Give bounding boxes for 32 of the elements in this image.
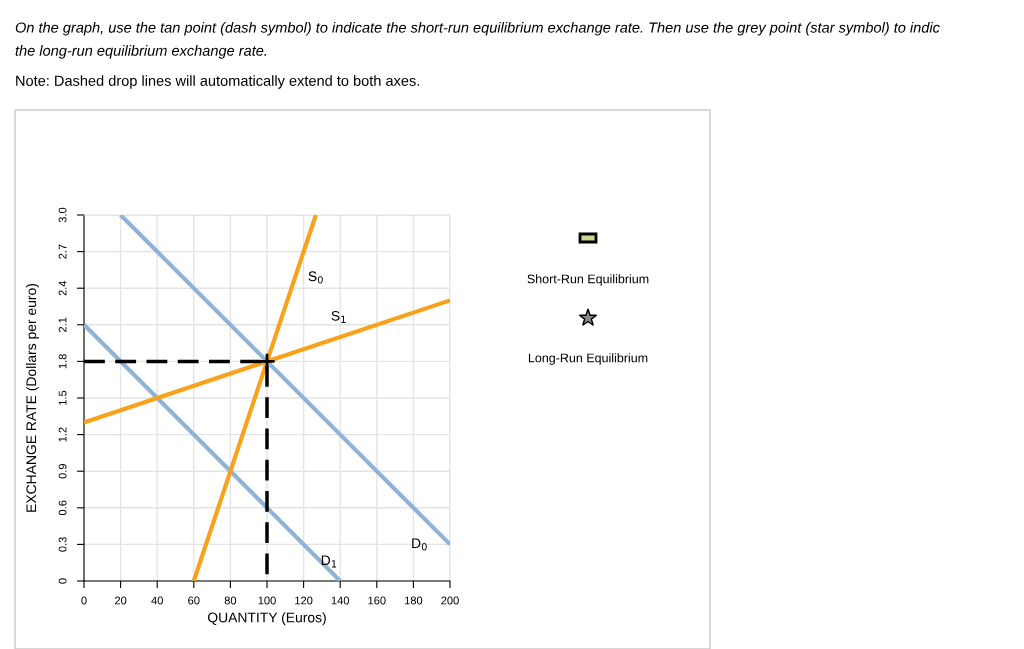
text: On the graph, use the tan point (dash symbol) to indicate the short-run equilibrium exchange rate. Then use the grey point (star symbol) to indic the long-run equilibrium exchange rate. xyxy=(15,22,940,59)
text: Long-Run Equilibrium xyxy=(528,353,648,365)
y-tick-label: 0.9 xyxy=(58,464,67,479)
y-tick-label: 2.4 xyxy=(58,280,67,296)
y-tick-label: 0 xyxy=(58,578,67,584)
y-axis-title: EXCHANGE RATE (Dollars per euro) xyxy=(25,283,39,512)
x-tick-label: 180 xyxy=(404,596,423,605)
x-tick-label: 200 xyxy=(441,596,459,605)
series-label: D$_{0}$ xyxy=(412,538,427,551)
y-tick-label: 1.5 xyxy=(58,390,67,405)
y-tick-label: 2.1 xyxy=(58,317,67,332)
x-tick-label: 120 xyxy=(295,596,313,605)
series-label: S$_{1}$ xyxy=(331,310,346,323)
y-tick-label: 1.8 xyxy=(58,354,67,369)
x-tick-label: 140 xyxy=(331,596,350,605)
y-tick-label: 0.3 xyxy=(58,537,67,552)
x-tick-label: 100 xyxy=(258,596,276,605)
x-tick-label: 160 xyxy=(368,596,386,605)
y-tick-label: 2.7 xyxy=(58,244,67,259)
text: Short-Run Equilibrium xyxy=(527,274,649,286)
x-tick-label: 60 xyxy=(188,596,200,605)
y-tick-label: 0.6 xyxy=(58,500,67,516)
series-label: D$_{1}$ xyxy=(321,555,337,568)
x-tick-label: 20 xyxy=(114,596,127,605)
y-tick-label: 3.0 xyxy=(58,207,67,223)
series-label: S$_{0}$ xyxy=(308,271,323,284)
y-tick-label: 1.2 xyxy=(58,427,67,442)
text: Note: Dashed drop lines will automatically extend to both axes. xyxy=(16,75,419,89)
x-tick-label: 40 xyxy=(151,596,163,605)
x-axis-title: QUANTITY (Euros) xyxy=(207,612,326,626)
x-tick-label: 0 xyxy=(81,596,87,605)
x-tick-label: 80 xyxy=(224,596,237,605)
